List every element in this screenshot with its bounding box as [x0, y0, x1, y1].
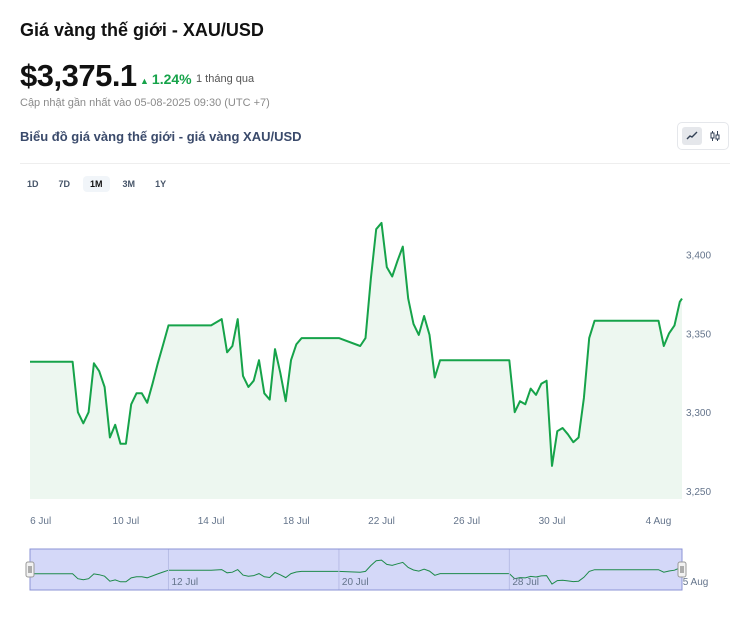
chart-type-toggle	[677, 122, 729, 150]
change-period: 1 tháng qua	[196, 73, 255, 85]
line-chart-button[interactable]	[682, 127, 702, 145]
range-selector: 1D 7D 1M 3M 1Y	[20, 176, 173, 192]
navigator-tick-label: 20 Jul	[342, 577, 369, 588]
navigator-right-handle[interactable]	[677, 561, 687, 578]
x-tick-label: 14 Jul	[198, 516, 225, 527]
price-area	[30, 222, 682, 499]
navigator[interactable]: 12 Jul 20 Jul 28 Jul 5 Aug	[25, 548, 709, 591]
navigator-left-handle[interactable]	[25, 561, 35, 578]
candlestick-button[interactable]	[705, 127, 725, 145]
x-tick-label: 30 Jul	[539, 516, 566, 527]
y-tick-label: 3,300	[686, 408, 711, 419]
y-tick-label: 3,350	[686, 329, 711, 340]
navigator-tick-label: 5 Aug	[683, 577, 709, 588]
x-tick-label: 22 Jul	[368, 516, 395, 527]
price-line	[30, 221, 683, 467]
x-tick-label: 10 Jul	[113, 516, 140, 527]
header-divider	[20, 163, 730, 164]
page-title: Giá vàng thế giới - XAU/USD	[20, 20, 264, 40]
price-change-value: 1.24%	[151, 71, 192, 87]
navigator-line	[30, 559, 683, 585]
current-price: $3,375.1	[20, 58, 137, 93]
x-tick-label: 4 Aug	[646, 516, 672, 527]
chart-subtitle: Biểu đồ giá vàng thế giới - giá vàng XAU…	[20, 129, 302, 144]
range-button-1m[interactable]: 1M	[83, 176, 110, 192]
last-updated: Cập nhật gần nhất vào 05-08-2025 09:30 (…	[20, 97, 270, 109]
navigator-selection[interactable]	[30, 549, 682, 590]
x-tick-label: 18 Jul	[283, 516, 310, 527]
y-tick-label: 3,250	[686, 487, 711, 498]
navigator-tick-label: 12 Jul	[171, 577, 198, 588]
range-button-1d[interactable]: 1D	[27, 179, 39, 189]
price-change: ▲ 1.24%	[140, 71, 192, 87]
candlestick-icon	[710, 131, 720, 141]
x-tick-label: 6 Jul	[30, 516, 51, 527]
main-plot: 3,250 3,300 3,350 3,400 6 Jul 10 Jul 14 Jul 18 …	[30, 221, 711, 527]
x-tick-label: 26 Jul	[453, 516, 480, 527]
y-tick-label: 3,400	[686, 250, 711, 261]
line-chart-icon	[686, 131, 698, 140]
range-button-3m[interactable]: 3M	[122, 179, 136, 189]
range-button-1y[interactable]: 1Y	[155, 179, 167, 189]
up-triangle-icon: ▲	[140, 76, 149, 86]
range-button-7d[interactable]: 7D	[58, 179, 71, 189]
navigator-tick-label: 28 Jul	[512, 577, 539, 588]
